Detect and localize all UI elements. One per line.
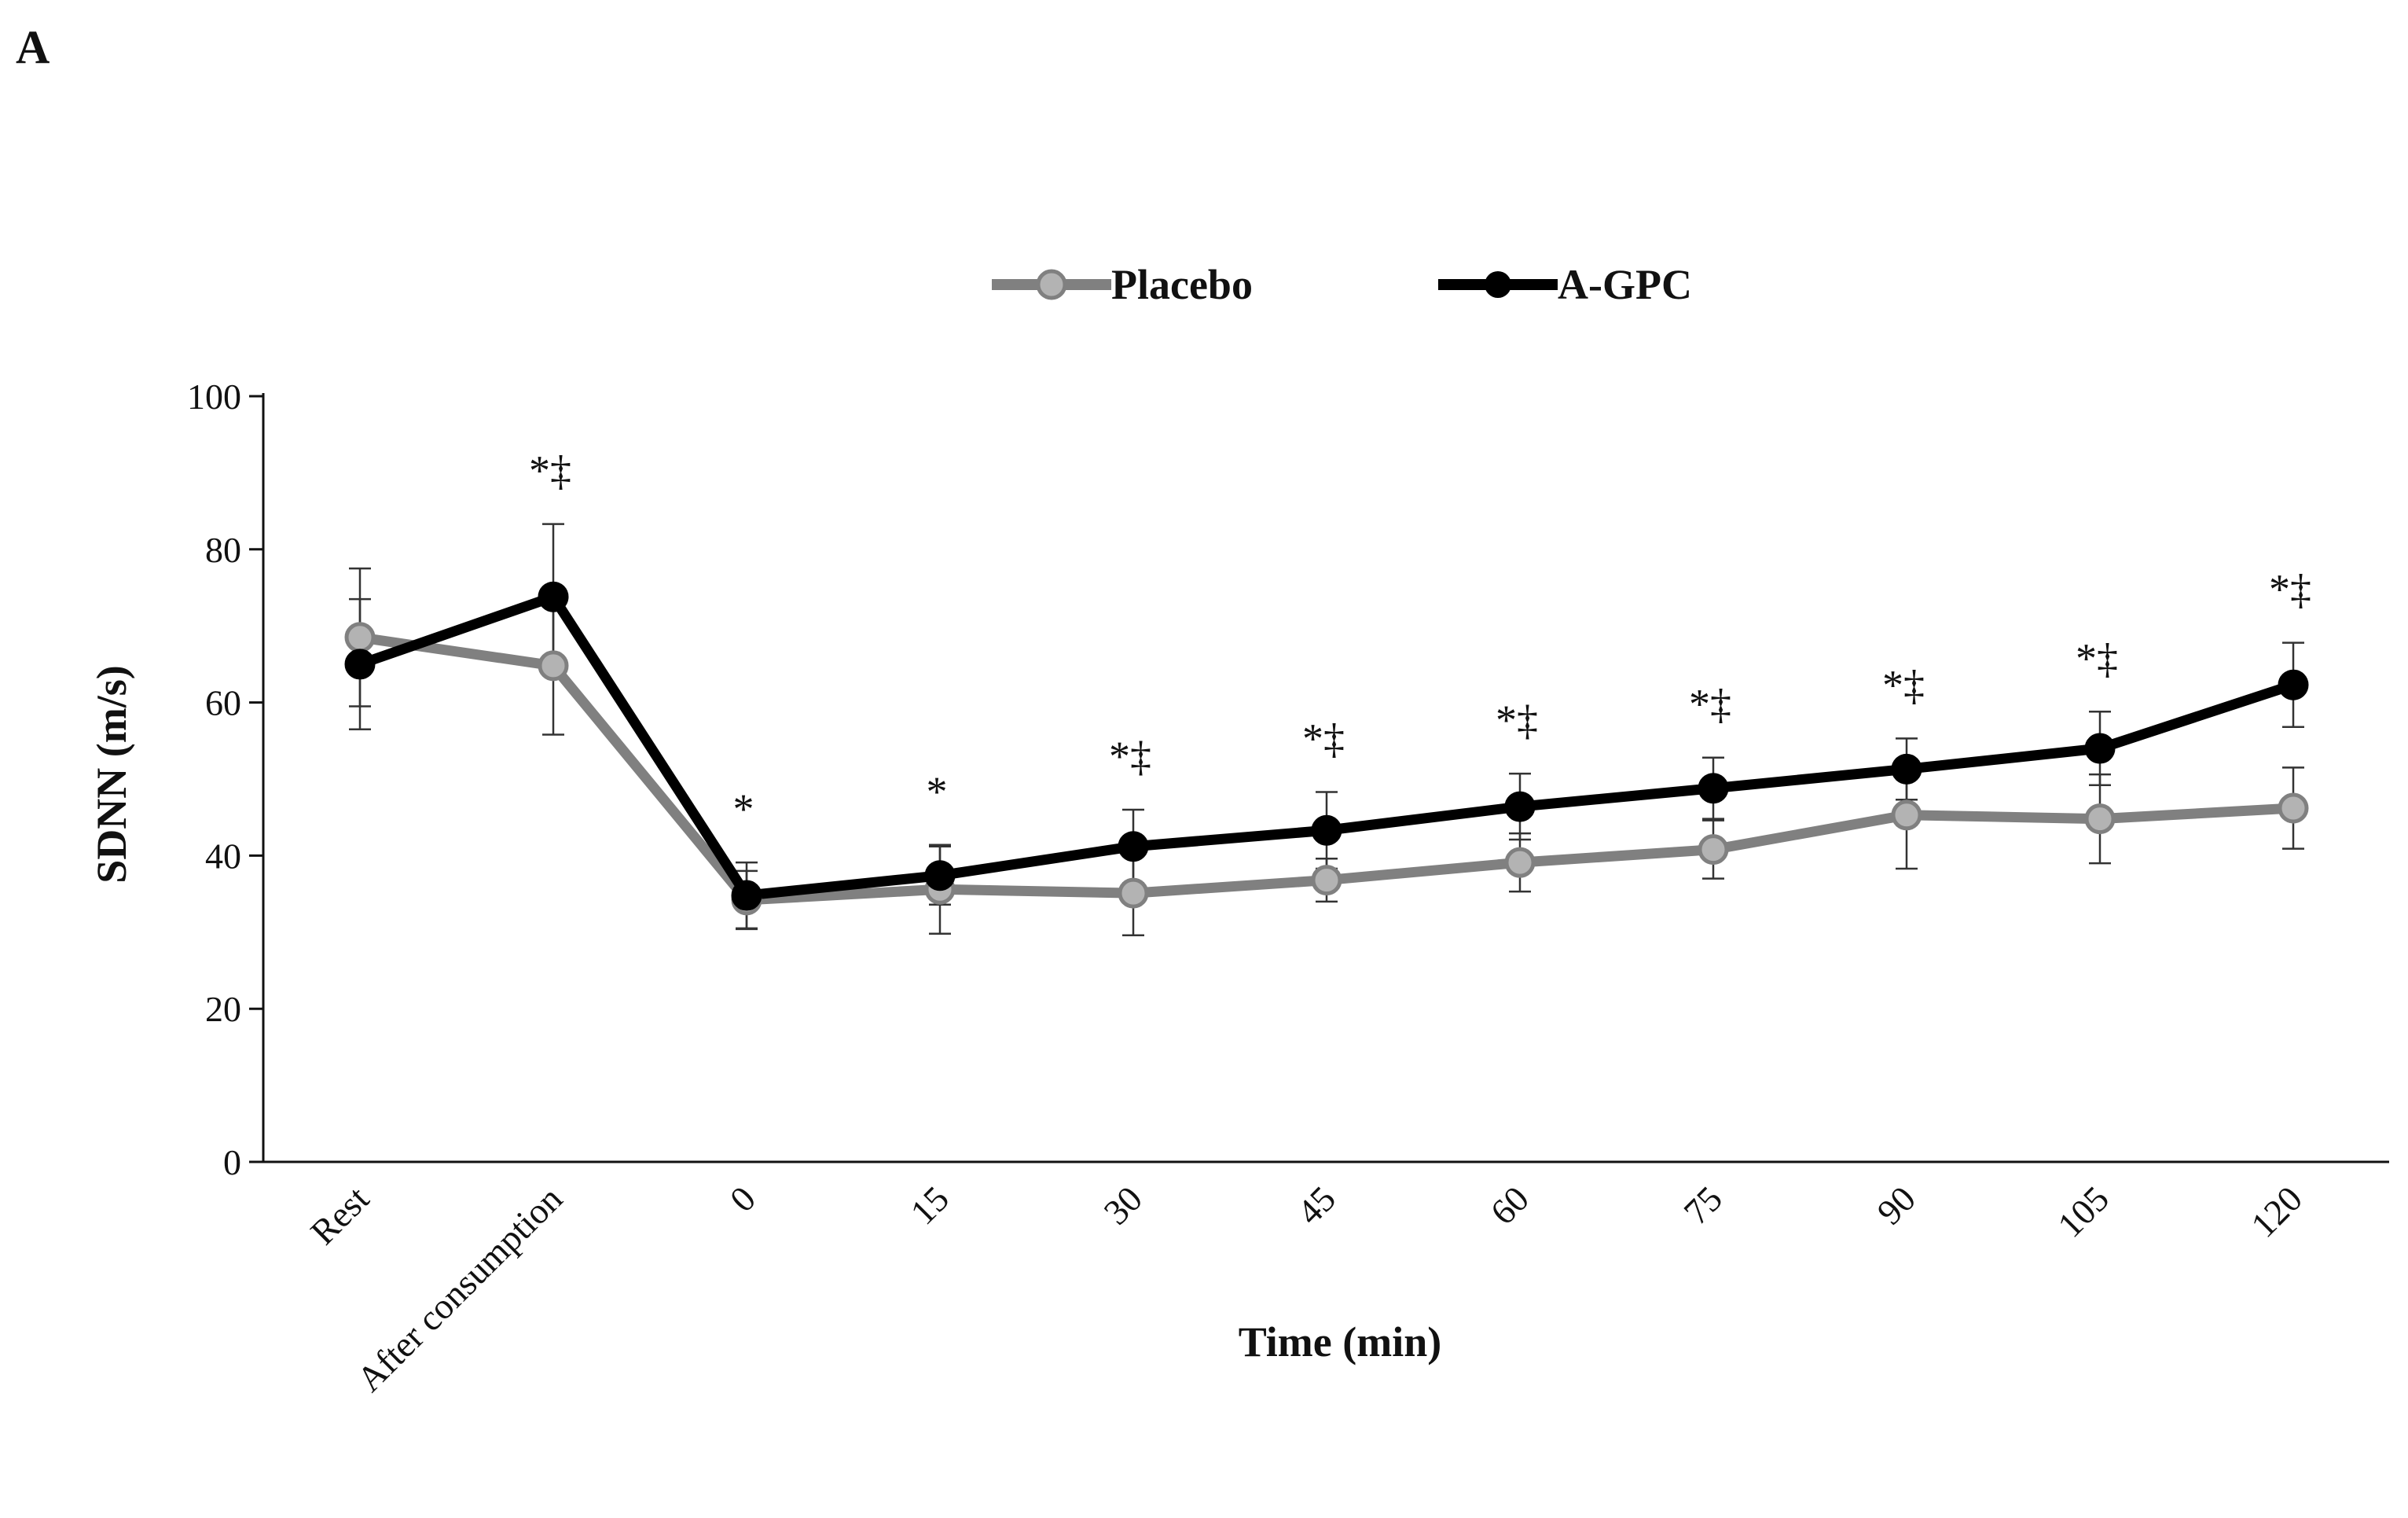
- data-point-placebo: [1891, 799, 1922, 831]
- significance-label: *‡: [1689, 681, 1731, 728]
- data-point-agpc: [924, 860, 956, 891]
- significance-label: *‡: [2269, 566, 2311, 613]
- legend: Placebo A-GPC: [992, 261, 1692, 308]
- y-tick-label: 100: [187, 377, 241, 417]
- x-tick-label: 120: [2243, 1178, 2310, 1245]
- data-point-placebo: [538, 650, 569, 682]
- x-tick-label: 15: [902, 1178, 956, 1233]
- legend-agpc-label: A-GPC: [1558, 261, 1692, 308]
- x-tick-label: 105: [2050, 1178, 2116, 1245]
- data-point-placebo: [1118, 877, 1149, 909]
- y-tick-label: 80: [205, 530, 241, 570]
- panel-label: A: [16, 21, 50, 73]
- significance-label: *‡: [1302, 715, 1345, 763]
- significance-label: *‡: [529, 447, 571, 494]
- y-tick-label: 0: [223, 1142, 241, 1182]
- data-point-agpc: [1504, 791, 1536, 822]
- data-point-agpc: [1891, 753, 1922, 785]
- y-axis-title: SDNN (m/s): [88, 665, 135, 884]
- data-point-placebo: [2278, 792, 2309, 824]
- data-point-placebo: [344, 622, 376, 653]
- significance-label: *‡: [2076, 634, 2118, 682]
- x-tick-label: 30: [1096, 1178, 1150, 1233]
- significance-label: *‡: [1496, 697, 1538, 744]
- data-point-agpc: [1311, 814, 1342, 846]
- x-tick-label: 45: [1289, 1178, 1343, 1233]
- significance-label: *: [927, 768, 948, 815]
- data-point-agpc: [2084, 733, 2116, 764]
- data-point-agpc: [538, 581, 569, 612]
- legend-placebo-marker: [1036, 269, 1067, 300]
- y-tick-label: 60: [205, 683, 241, 723]
- data-point-placebo: [1311, 865, 1342, 896]
- significance-label: *: [733, 785, 754, 833]
- data-point-agpc: [344, 649, 376, 680]
- x-tick-label: 90: [1869, 1178, 1923, 1233]
- x-tick-label: 0: [722, 1178, 763, 1219]
- y-tick-label: 40: [205, 836, 241, 876]
- legend-agpc-marker: [1485, 271, 1511, 298]
- data-point-agpc: [2278, 669, 2309, 700]
- data-point-placebo: [2084, 803, 2116, 835]
- x-tick-label: Rest: [303, 1178, 376, 1252]
- x-axis-title: Time (min): [1239, 1318, 1441, 1365]
- series-layer: [344, 523, 2309, 936]
- x-tick-label: After consumption: [349, 1178, 570, 1399]
- legend-placebo-label: Placebo: [1111, 261, 1253, 308]
- significance-label: *‡: [1109, 733, 1151, 780]
- data-point-agpc: [731, 880, 762, 911]
- data-point-placebo: [1504, 847, 1536, 878]
- data-point-placebo: [1698, 834, 1729, 866]
- data-point-agpc: [1118, 831, 1149, 862]
- y-tick-label: 20: [205, 989, 241, 1029]
- data-point-agpc: [1698, 773, 1729, 804]
- significance-annotations: *‡ * * *‡ *‡ *‡ *‡ *‡ *‡ *‡: [529, 447, 2311, 833]
- x-tick-label: 60: [1482, 1178, 1536, 1233]
- x-tick-label: 75: [1676, 1178, 1730, 1233]
- significance-label: *‡: [1882, 661, 1925, 708]
